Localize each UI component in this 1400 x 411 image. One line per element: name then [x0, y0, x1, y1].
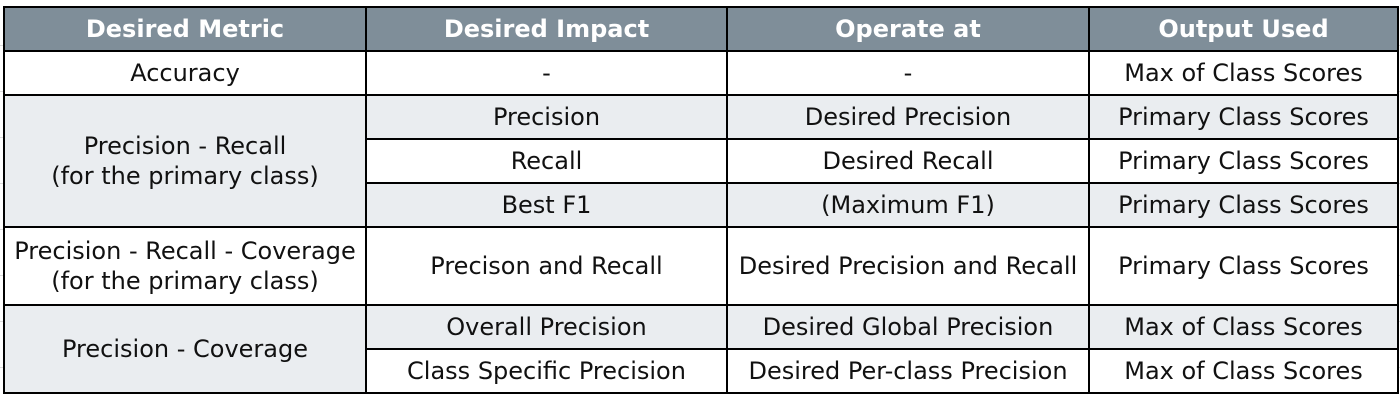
header-row: Desired Metric Desired Impact Operate at… — [3, 6, 1399, 52]
table-row: Precision - Coverage Overall Precision D… — [3, 304, 1399, 394]
cell-output[interactable]: Max of Class Scores — [1088, 304, 1399, 350]
cell-impact[interactable]: Best F1 — [365, 182, 728, 228]
table-row: Precision - Recall (for the primary clas… — [3, 94, 1399, 228]
table-row: Class Specific Precision Desired Per-cla… — [4, 348, 1399, 394]
cell-operate[interactable]: Desired Recall — [726, 138, 1090, 184]
cell-operate[interactable]: Desired Global Precision — [726, 304, 1090, 350]
cell-impact[interactable]: Overall Precision — [365, 304, 728, 350]
cell-impact[interactable]: Class Specific Precision — [365, 348, 728, 394]
cell-output[interactable]: Primary Class Scores — [1088, 226, 1399, 306]
header-operate-at[interactable]: Operate at — [726, 6, 1090, 52]
table-row: Accuracy - - Max of Class Scores — [3, 50, 1399, 96]
metrics-table: Desired Metric Desired Impact Operate at… — [3, 6, 1399, 394]
metric-subline: (for the primary class) — [51, 267, 319, 295]
cell-output[interactable]: Primary Class Scores — [1088, 94, 1399, 140]
cell-output[interactable]: Max of Class Scores — [1088, 348, 1399, 394]
metric-subline: (for the primary class) — [51, 162, 319, 190]
cell-output[interactable]: Max of Class Scores — [1088, 50, 1399, 96]
cell-impact[interactable]: Precision — [365, 94, 728, 140]
cell-operate[interactable]: Desired Precision — [726, 94, 1090, 140]
table-row: Recall Desired Recall Primary Class Scor… — [4, 138, 1399, 184]
header-output-used[interactable]: Output Used — [1088, 6, 1399, 52]
metric-line: Precision - Recall — [83, 132, 287, 160]
cell-impact[interactable]: - — [365, 50, 728, 96]
cell-operate[interactable]: Desired Precision and Recall — [726, 226, 1090, 306]
cell-impact[interactable]: Precison and Recall — [365, 226, 728, 306]
header-desired-metric[interactable]: Desired Metric — [3, 6, 367, 52]
cell-metric-precision-recall[interactable]: Precision - Recall (for the primary clas… — [3, 94, 367, 228]
cell-operate[interactable]: (Maximum F1) — [726, 182, 1090, 228]
cell-impact[interactable]: Recall — [365, 138, 728, 184]
table-row: Precision - Recall - Coverage (for the p… — [3, 226, 1399, 306]
header-desired-impact[interactable]: Desired Impact — [365, 6, 728, 52]
cell-operate[interactable]: Desired Per-class Precision — [726, 348, 1090, 394]
cell-metric-precision-recall-coverage[interactable]: Precision - Recall - Coverage (for the p… — [3, 226, 367, 306]
metric-line: Precision - Recall - Coverage — [14, 237, 356, 265]
cell-metric-precision-coverage[interactable]: Precision - Coverage — [3, 304, 367, 394]
cell-output[interactable]: Primary Class Scores — [1088, 138, 1399, 184]
cell-metric-accuracy[interactable]: Accuracy — [3, 50, 367, 96]
table-row: Best F1 (Maximum F1) Primary Class Score… — [4, 182, 1399, 228]
cell-operate[interactable]: - — [726, 50, 1090, 96]
cell-output[interactable]: Primary Class Scores — [1088, 182, 1399, 228]
